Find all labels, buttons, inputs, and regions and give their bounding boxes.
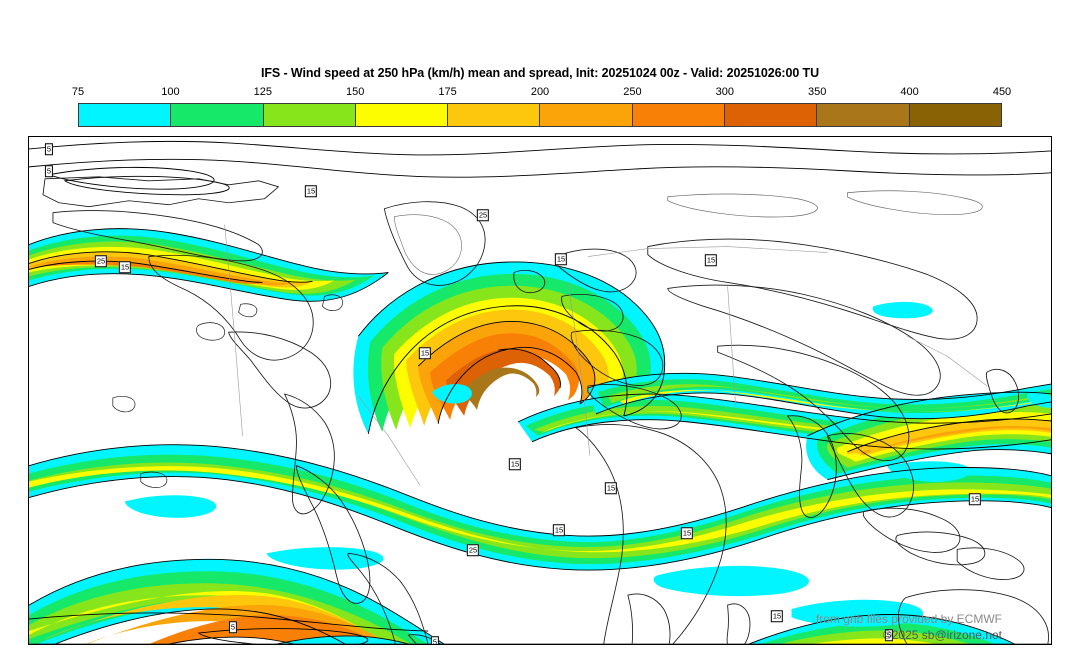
colorbar-tick-350: 350: [808, 86, 827, 98]
contour-label: 15: [604, 482, 618, 494]
colorbar-tick-labels: 75 100 125 150 175 200 250 300 350 400 450: [72, 86, 1011, 102]
contour-label: 5: [884, 629, 894, 641]
colorbar-tick-400: 400: [900, 86, 919, 98]
colorbar-tick-200: 200: [530, 86, 550, 98]
colorbar-tick-300: 300: [715, 86, 734, 98]
colorbar-segment-175-200: [448, 104, 541, 126]
colorbar-tick-100: 100: [161, 86, 180, 98]
spread-contours: [29, 140, 1051, 644]
colorbar-swatches: [78, 103, 1002, 127]
contour-label: 15: [680, 527, 694, 539]
colorbar-segment-125-150: [263, 104, 356, 126]
colorbar-tick-450: 450: [992, 86, 1012, 98]
contour-label: 5: [430, 636, 440, 644]
colorbar-tick-175: 175: [438, 86, 457, 98]
chart-title: IFS - Wind speed at 250 hPa (km/h) mean …: [260, 66, 820, 80]
copyright-notice: ©2025 sb@irizone.net: [882, 628, 1002, 642]
contour-label: 5: [44, 165, 54, 177]
colorbar-segment-100-125: [171, 104, 264, 126]
colorbar-segment-150-175: [355, 104, 449, 126]
map-frame: 5 5 15 25 15 25 15 15 15 15 15 25 15 15 15 15 5 5 5: [28, 136, 1052, 645]
contour-label: 15: [118, 261, 132, 273]
colorbar: 75 100 125 150 175 200 250 300 350 400 450: [72, 86, 1011, 128]
data-source-attribution: from grib files provided by ECMWF: [815, 612, 1002, 626]
colorbar-segment-300-350: [725, 104, 818, 126]
contour-label: 5: [44, 143, 54, 155]
contour-label: 15: [968, 493, 982, 505]
contour-label: 15: [304, 185, 318, 197]
contour-label: 25: [94, 255, 108, 267]
colorbar-segment-250-300: [632, 104, 726, 126]
contour-label: 15: [552, 524, 566, 536]
world-map: [29, 137, 1051, 644]
colorbar-tick-250: 250: [623, 86, 642, 98]
colorbar-segment-200-250: [540, 104, 633, 126]
colorbar-tick-125: 125: [253, 86, 272, 98]
windspeed-filled-contours: [29, 228, 1051, 644]
contour-label: 15: [554, 253, 568, 265]
coastlines: [29, 176, 1051, 644]
colorbar-segment-350-400: [817, 104, 910, 126]
contour-label: 15: [770, 610, 784, 622]
colorbar-tick-150: 150: [346, 86, 365, 98]
contour-label: 15: [508, 458, 522, 470]
contour-label: 15: [418, 347, 432, 359]
contour-label: 25: [466, 544, 480, 556]
colorbar-tick-75: 75: [71, 86, 85, 98]
colorbar-segment-400-450: [909, 104, 1001, 126]
contour-label: 15: [704, 254, 718, 266]
contour-label: 5: [228, 621, 238, 633]
contour-label: 25: [476, 209, 490, 221]
colorbar-segment-75-100: [79, 104, 172, 126]
